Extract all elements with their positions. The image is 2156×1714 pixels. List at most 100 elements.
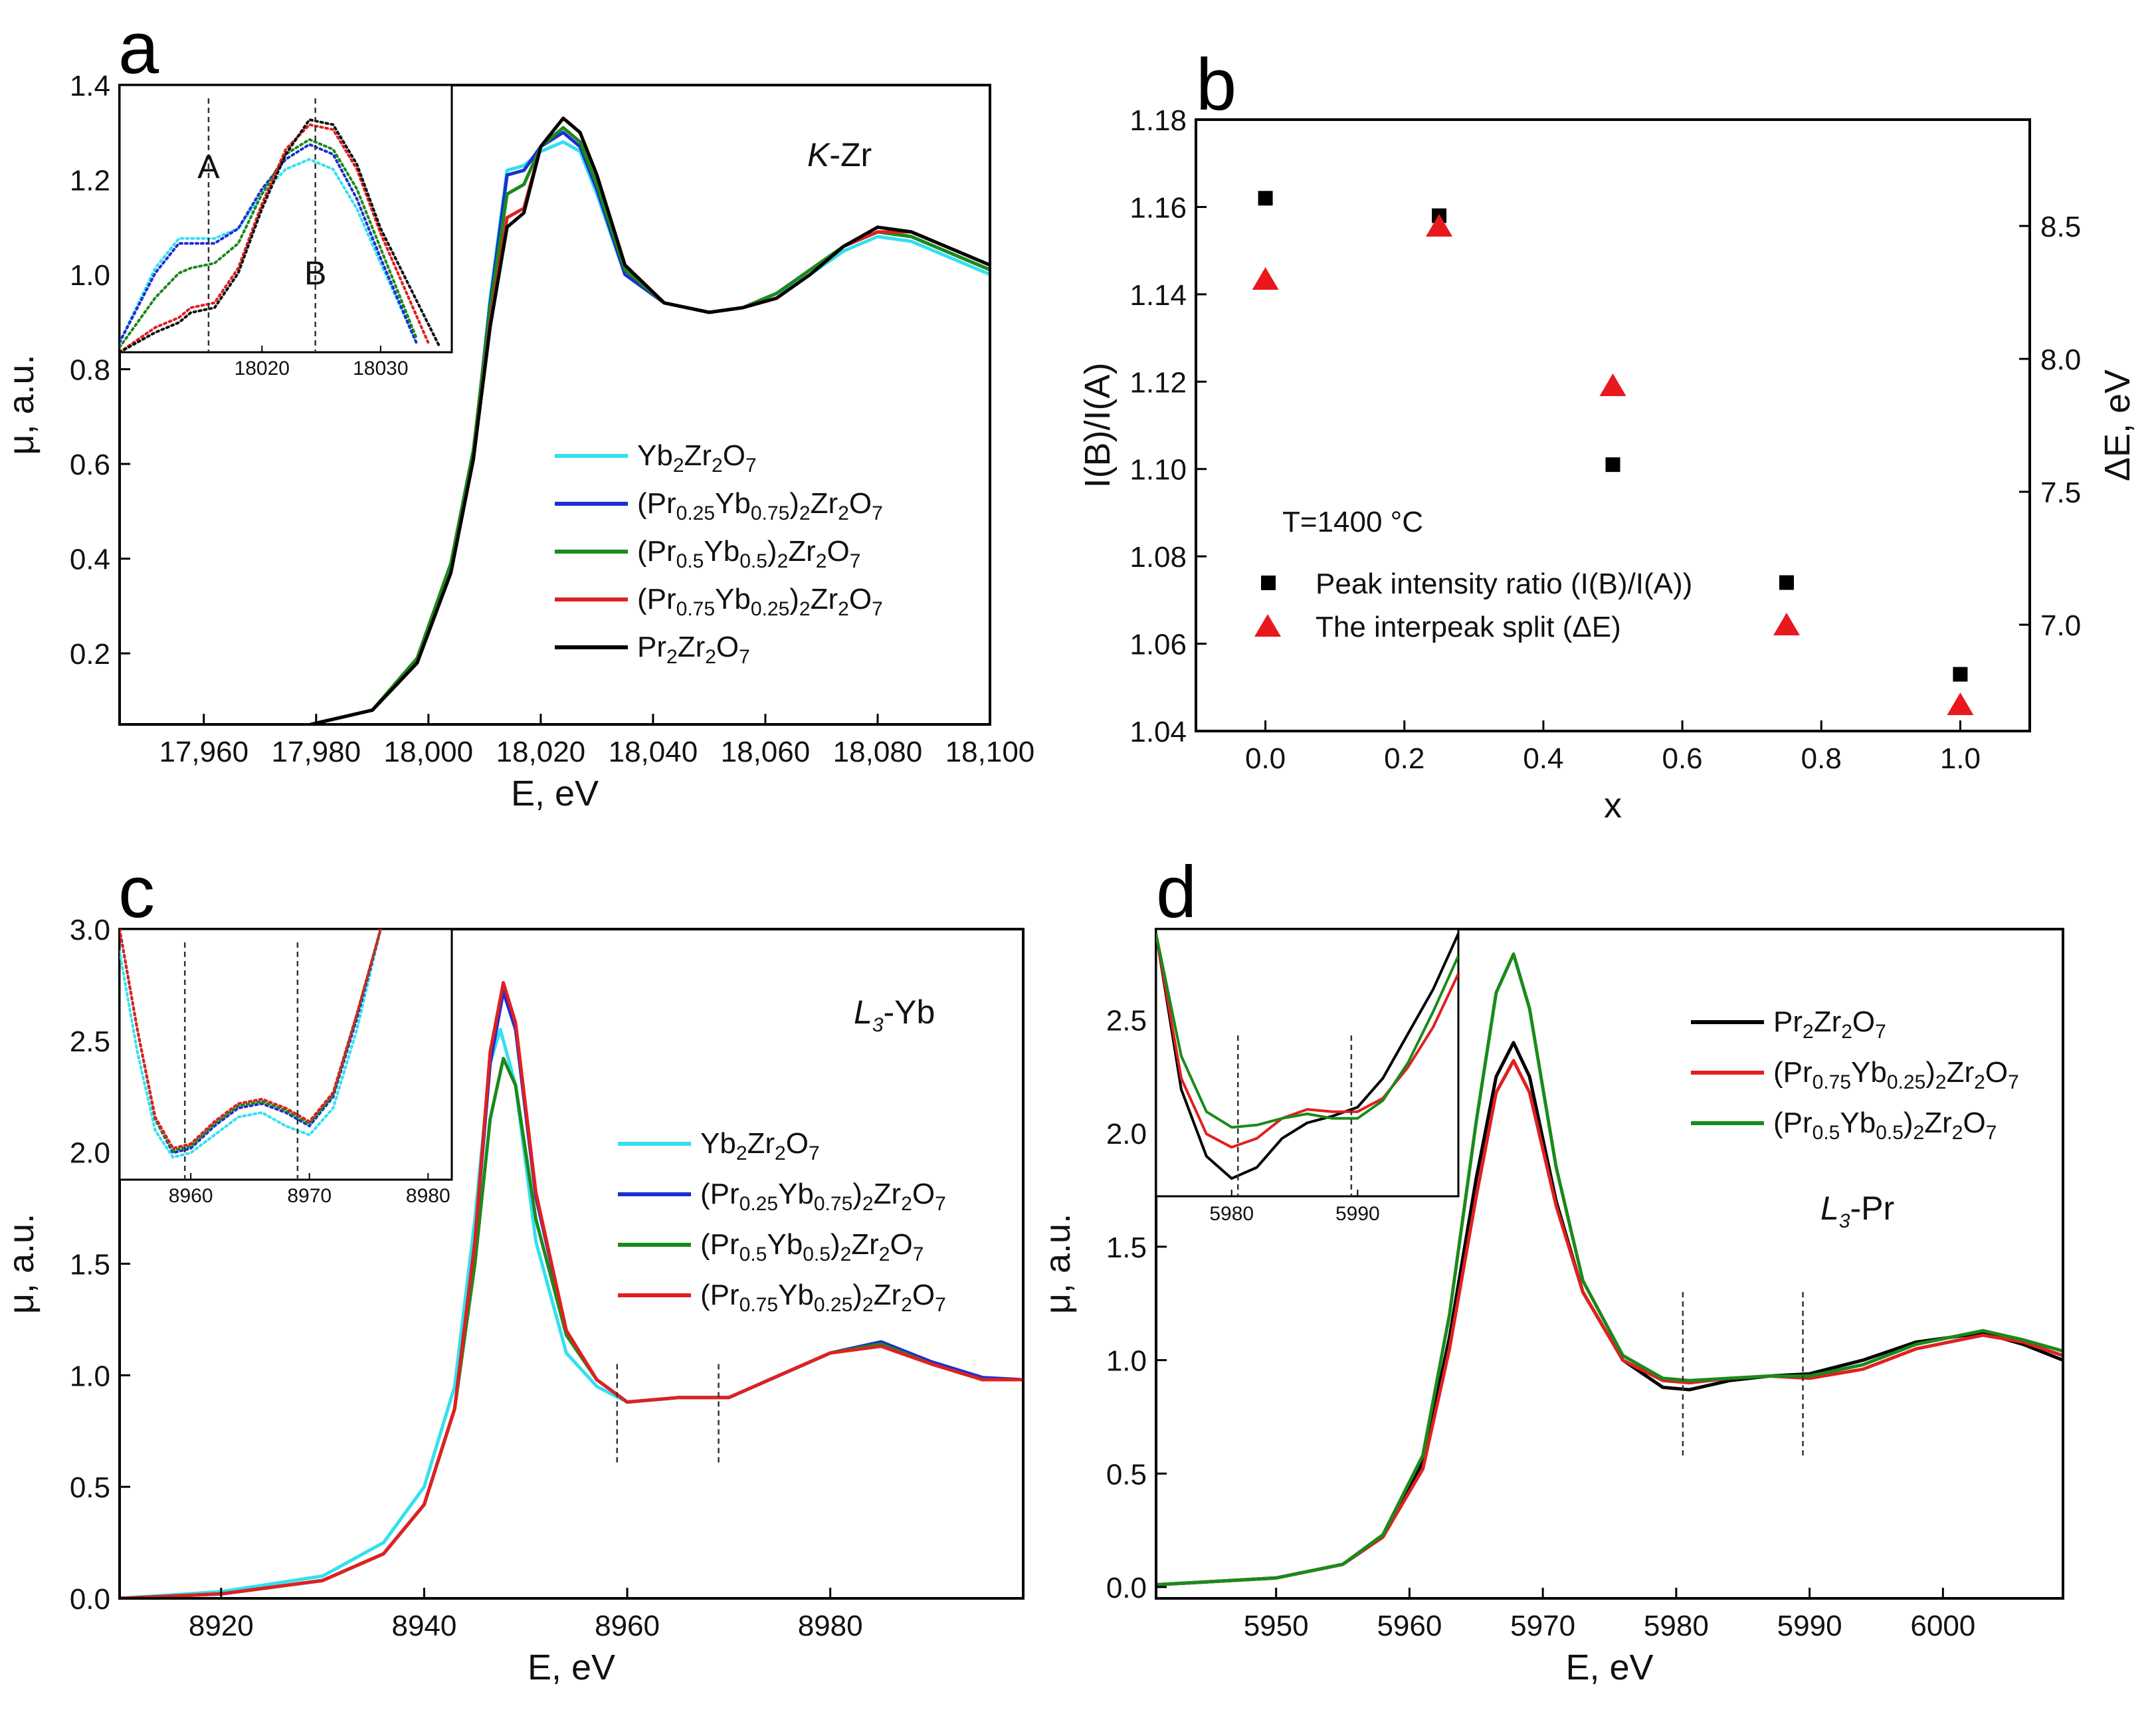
x-tick-label: 5980 xyxy=(1644,1610,1709,1642)
y-axis-label: μ, a.u. xyxy=(1,1214,41,1314)
inset-series-line xyxy=(120,929,382,1159)
y-tick-label: 1.2 xyxy=(70,165,110,197)
x-tick-label: 8920 xyxy=(189,1610,254,1642)
y-tick-label: 1.14 xyxy=(1129,279,1187,312)
x-tick-label: 8940 xyxy=(391,1610,456,1642)
y-tick-label: 1.10 xyxy=(1129,454,1187,486)
y2-axis-label: ΔE, eV xyxy=(2098,370,2137,481)
legend-swatch xyxy=(1254,614,1281,637)
inset-series-line xyxy=(120,123,430,352)
legend-entry: (Pr0.25Yb0.75)2Zr2O7 xyxy=(700,1178,946,1215)
plot-frame-d xyxy=(1155,928,2064,1600)
legend-swatch xyxy=(1261,576,1276,590)
legend-entry: (Pr0.75Yb0.25)2Zr2O7 xyxy=(700,1279,946,1316)
series-line xyxy=(1156,1059,2063,1586)
y2-tick-label: 8.0 xyxy=(2040,344,2081,376)
inset-x-tick-label: 8960 xyxy=(169,1185,213,1207)
x-tick-label: 5970 xyxy=(1510,1610,1575,1642)
x-axis-label: E, eV xyxy=(511,774,599,813)
y-tick-label: 0.6 xyxy=(70,449,110,481)
panel-a xyxy=(310,116,990,724)
legend-entry: (Pr0.75Yb0.25)2Zr2O7 xyxy=(637,583,883,620)
x-tick-label: 17,960 xyxy=(159,736,248,768)
panel-annotation: L3-Yb xyxy=(854,994,935,1036)
inset-series-line xyxy=(120,143,418,344)
inset-series-line xyxy=(120,138,418,349)
legend-entry: Yb2Zr2O7 xyxy=(637,439,757,477)
x-tick-label: 0.8 xyxy=(1801,742,1842,775)
y-tick-label: 1.5 xyxy=(70,1249,110,1281)
x-axis-label: E, eV xyxy=(528,1648,615,1687)
y2-tick-label: 7.5 xyxy=(2040,477,2081,509)
panel-annotation: L3-Pr xyxy=(1820,1190,1894,1232)
temperature-annotation: T=1400 °C xyxy=(1282,506,1423,538)
y-tick-label: 0.4 xyxy=(70,544,110,576)
inset-series-line xyxy=(1156,933,1458,1129)
y-tick-label: 2.0 xyxy=(70,1137,110,1170)
inset-x-tick-label: 5990 xyxy=(1335,1203,1380,1225)
y-tick-label: 1.4 xyxy=(70,70,110,102)
y-tick-label: 1.5 xyxy=(1106,1232,1147,1264)
x-tick-label: 8980 xyxy=(798,1610,863,1642)
inset-label-b: B xyxy=(304,255,326,292)
x-tick-label: 5950 xyxy=(1244,1610,1309,1642)
inset-x-tick-label: 8980 xyxy=(406,1185,450,1207)
x-tick-label: 0.2 xyxy=(1384,742,1424,775)
x-axis-label: E, eV xyxy=(1565,1648,1653,1687)
x-tick-label: 0.6 xyxy=(1662,742,1702,775)
panel-c xyxy=(120,981,1023,1598)
legend-entry: Peak intensity ratio (I(B)/I(A)) xyxy=(1316,568,1692,600)
inset-series-line xyxy=(120,118,442,352)
inset-frame xyxy=(118,84,453,354)
x-tick-label: 0.4 xyxy=(1523,742,1563,775)
y2-tick-label: 7.0 xyxy=(2040,609,2081,642)
panel-label-d: d xyxy=(1156,851,1197,933)
x-axis-label: x xyxy=(1604,786,1622,825)
x-tick-label: 1.0 xyxy=(1940,742,1981,775)
x-tick-label: 18,080 xyxy=(833,736,923,768)
y-tick-label: 0.5 xyxy=(70,1471,110,1504)
split-point xyxy=(1599,374,1626,396)
y-tick-label: 1.06 xyxy=(1129,629,1187,661)
x-tick-label: 18,020 xyxy=(496,736,586,768)
y-tick-label: 2.5 xyxy=(1106,1005,1147,1037)
y-tick-label: 2.0 xyxy=(1106,1118,1147,1150)
x-tick-label: 5990 xyxy=(1777,1610,1842,1642)
plot-frame-a xyxy=(118,84,991,726)
series-line xyxy=(120,981,1023,1598)
inset-series-line xyxy=(120,929,382,1150)
inset-x-tick-label: 18020 xyxy=(235,358,290,379)
y-tick-label: 0.5 xyxy=(1106,1458,1147,1491)
inset-frame xyxy=(118,928,453,1181)
inset: 5980 5990 xyxy=(1155,928,1460,1225)
panel-label-c: c xyxy=(118,851,155,933)
y-tick-label: 1.16 xyxy=(1129,191,1187,224)
inset: 18020 18030 A B xyxy=(118,84,453,379)
legend: Yb2Zr2O7 (Pr0.25Yb0.75)2Zr2O7 (Pr0.5Yb0.5)… xyxy=(555,439,883,668)
x-tick-label: 18,000 xyxy=(384,736,474,768)
y-tick-label: 3.0 xyxy=(70,914,110,946)
inset-x-tick-label: 18030 xyxy=(353,358,408,379)
split-point xyxy=(1947,693,1974,715)
panel-label-b: b xyxy=(1196,44,1236,126)
ratio-point xyxy=(1953,667,1968,682)
series-line xyxy=(1156,952,2063,1586)
legend-entry: Pr2Zr2O7 xyxy=(637,631,750,668)
legend-entry: Pr2Zr2O7 xyxy=(1773,1006,1886,1043)
y-tick-label: 1.12 xyxy=(1129,366,1187,399)
x-tick-label: 18,060 xyxy=(721,736,811,768)
y-tick-label: 1.0 xyxy=(1106,1345,1147,1378)
ratio-point xyxy=(1258,191,1273,206)
x-tick-label: 18,040 xyxy=(609,736,698,768)
legend-entry: (Pr0.25Yb0.75)2Zr2O7 xyxy=(637,487,883,524)
legend-entry: (Pr0.75Yb0.25)2Zr2O7 xyxy=(1773,1056,2019,1093)
ratio-point xyxy=(1779,575,1794,590)
inset-x-tick-label: 8970 xyxy=(287,1185,332,1207)
legend: Pr2Zr2O7 (Pr0.75Yb0.25)2Zr2O7 (Pr0.5Yb0.5)… xyxy=(1691,1006,2019,1144)
y-tick-label: 1.08 xyxy=(1129,541,1187,574)
x-tick-label: 5960 xyxy=(1377,1610,1442,1642)
split-point xyxy=(1426,214,1453,237)
y-axis-label: I(B)/I(A) xyxy=(1078,363,1118,488)
inset-series-line xyxy=(1156,933,1458,1149)
